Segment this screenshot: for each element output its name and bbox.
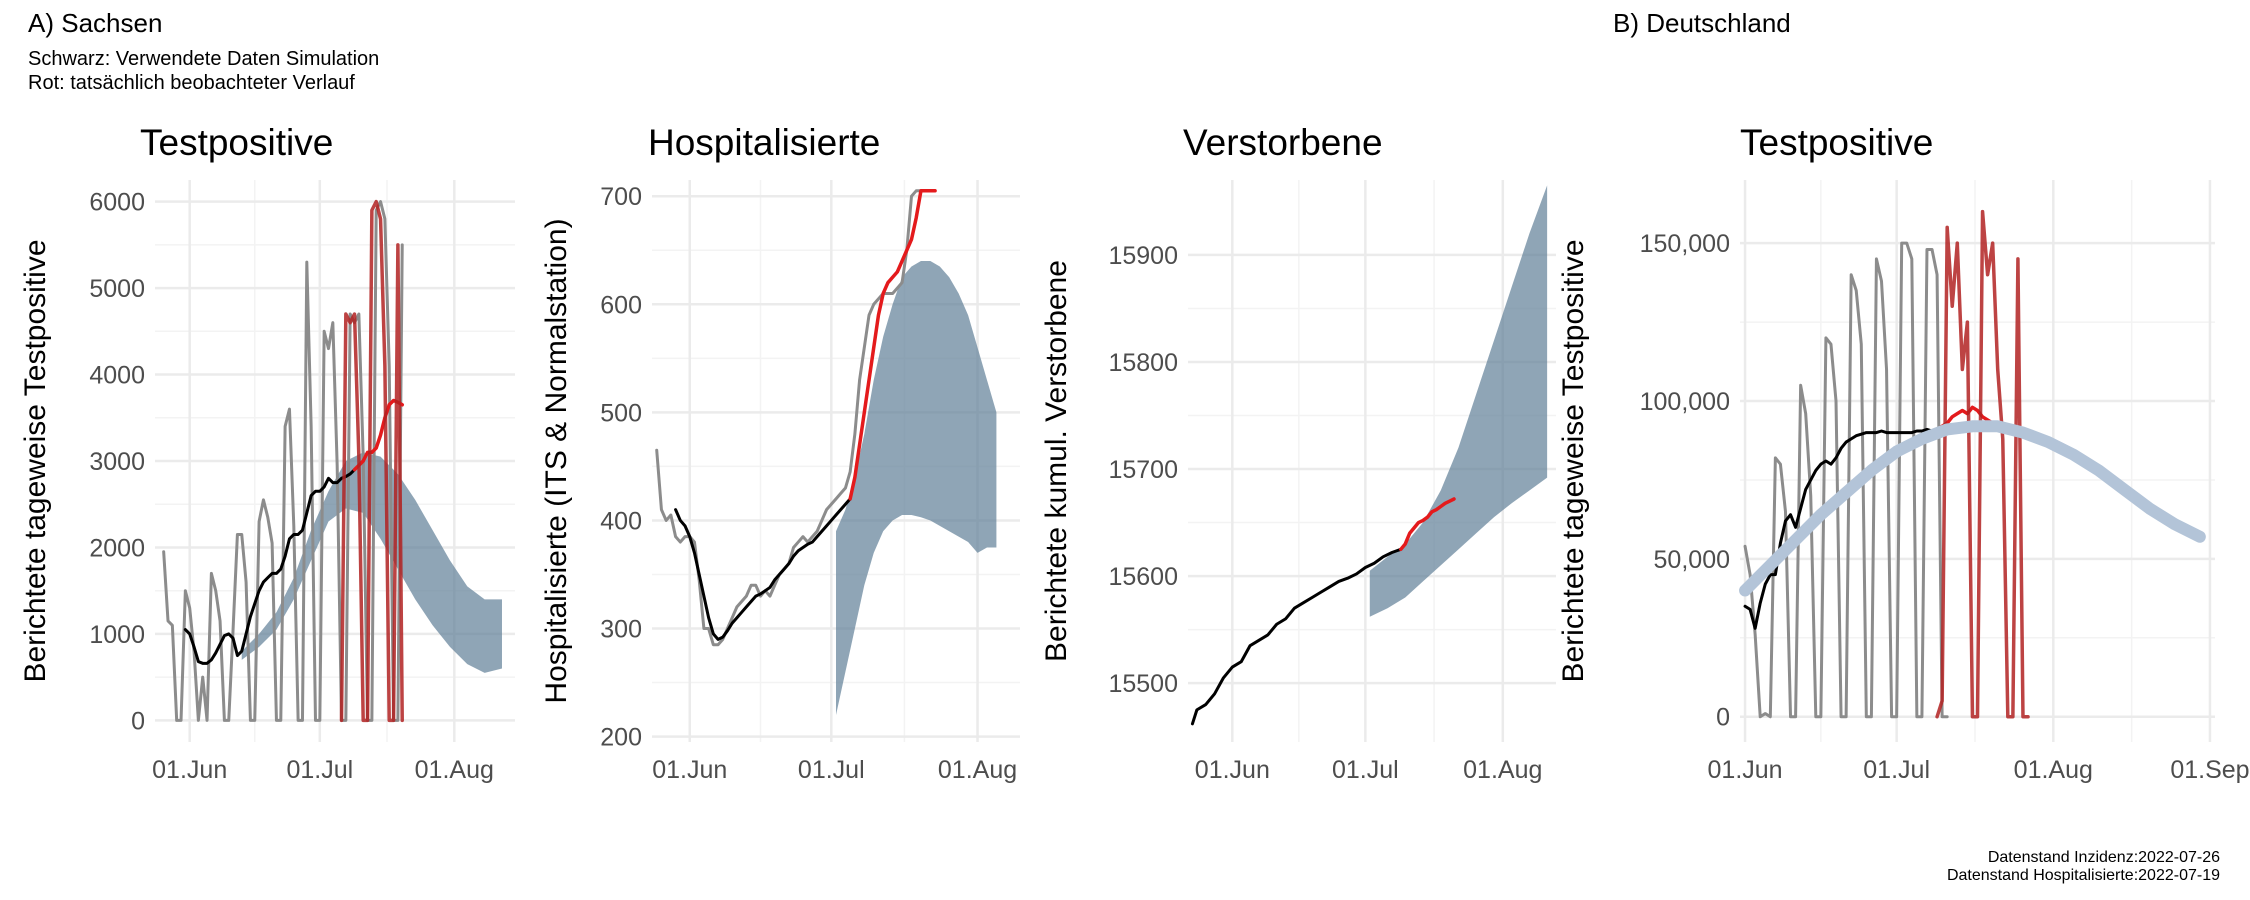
- y-tick-label: 500: [600, 399, 642, 427]
- y-tick-label: 0: [131, 707, 145, 735]
- footer-data-date-incidence: Datenstand Inzidenz:2022-07-26: [1987, 849, 2220, 866]
- series-used-data: [183, 468, 357, 665]
- series-fit: [1739, 420, 2206, 597]
- projection-band: [241, 452, 502, 673]
- y-tick-label: 4000: [89, 362, 145, 390]
- panel-title: Testpositive: [1740, 122, 1933, 163]
- y-tick-label: 100,000: [1640, 388, 1730, 416]
- panel-title: Testpositive: [140, 122, 333, 163]
- series-daily-raw: [162, 200, 404, 722]
- y-tick-label: 300: [600, 616, 642, 644]
- y-tick-label: 2000: [89, 534, 145, 562]
- chart-panel-4: 0 50,000 100,000 150,000 01.Jun 01.Jul 01.Aug 0…: [1557, 122, 2250, 784]
- legend-red-note: Rot: tatsächlich beobachteter Verlauf: [28, 72, 355, 94]
- y-tick-label: 15600: [1108, 563, 1178, 591]
- series-used-data: [674, 497, 852, 641]
- series-observed: [352, 398, 404, 472]
- series-observed: [848, 189, 937, 501]
- projection-band: [836, 261, 997, 715]
- y-axis-label: Hospitalisierte (ITS & Normalstation): [540, 218, 573, 703]
- x-tick-label: 01.Jun: [152, 756, 227, 784]
- y-tick-label: 0: [1716, 704, 1730, 732]
- projection-band: [1369, 185, 1548, 617]
- y-tick-label: 600: [600, 291, 642, 319]
- x-tick-label: 01.Jul: [798, 756, 865, 784]
- footer-data-date-hospital: Datenstand Hospitalisierte:2022-07-19: [1946, 867, 2220, 884]
- y-axis-label: Berichtete tageweise Testpositive: [19, 239, 52, 682]
- section-title-deutschland: B) Deutschland: [1613, 8, 1791, 38]
- legend-black-note: Schwarz: Verwendete Daten Simulation: [28, 48, 380, 70]
- x-tick-label: 01.Jul: [1863, 756, 1930, 784]
- y-tick-label: 200: [600, 724, 642, 752]
- x-tick-label: 01.Jun: [1195, 756, 1270, 784]
- y-tick-label: 1000: [89, 621, 145, 649]
- y-tick-label: 5000: [89, 275, 145, 303]
- series-observed: [1399, 497, 1456, 552]
- x-tick-label: 01.Aug: [1463, 756, 1542, 784]
- chart-panel-1: 0 1000 2000 3000 4000 5000 6000 01.Jun 01.Jul 01.…: [19, 122, 515, 784]
- y-tick-label: 15800: [1108, 349, 1178, 377]
- panel-title: Hospitalisierte: [648, 122, 880, 163]
- series-observed-daily: [339, 199, 404, 723]
- series-daily-raw: [1743, 241, 1949, 719]
- x-tick-label: 01.Sep: [2170, 756, 2249, 784]
- y-tick-label: 700: [600, 183, 642, 211]
- x-tick-label: 01.Aug: [938, 756, 1017, 784]
- y-tick-label: 15700: [1108, 456, 1178, 484]
- y-tick-label: 15900: [1108, 242, 1178, 270]
- x-tick-label: 01.Jul: [1332, 756, 1399, 784]
- y-tick-label: 15500: [1108, 670, 1178, 698]
- y-tick-label: 6000: [89, 189, 145, 217]
- y-axis-label: Berichtete kumul. Verstorbene: [1040, 260, 1073, 662]
- series-raw: [655, 189, 937, 647]
- y-tick-label: 50,000: [1654, 546, 1730, 574]
- series-used-data: [1190, 547, 1403, 726]
- x-tick-label: 01.Aug: [415, 756, 494, 784]
- y-tick-label: 150,000: [1640, 230, 1730, 258]
- x-tick-label: 01.Jun: [1708, 756, 1783, 784]
- section-title-sachsen: A) Sachsen: [28, 8, 163, 38]
- series-observed-daily: [1935, 209, 2030, 719]
- chart-panel-3: 15500 15600 15700 15800 15900 01.Jun 01.Jul 01.…: [1040, 122, 1556, 784]
- y-tick-label: 400: [600, 507, 642, 535]
- chart-panel-2: 200 300 400 500 600 700 01.Jun 01.Jul 01.Aug Hosp…: [540, 122, 1020, 784]
- panel-title: Verstorbene: [1183, 122, 1383, 163]
- x-tick-label: 01.Aug: [2014, 756, 2093, 784]
- x-tick-label: 01.Jul: [286, 756, 353, 784]
- y-axis-label: Berichtete tageweise Testpositive: [1557, 239, 1590, 682]
- x-tick-label: 01.Jun: [652, 756, 727, 784]
- y-tick-label: 3000: [89, 448, 145, 476]
